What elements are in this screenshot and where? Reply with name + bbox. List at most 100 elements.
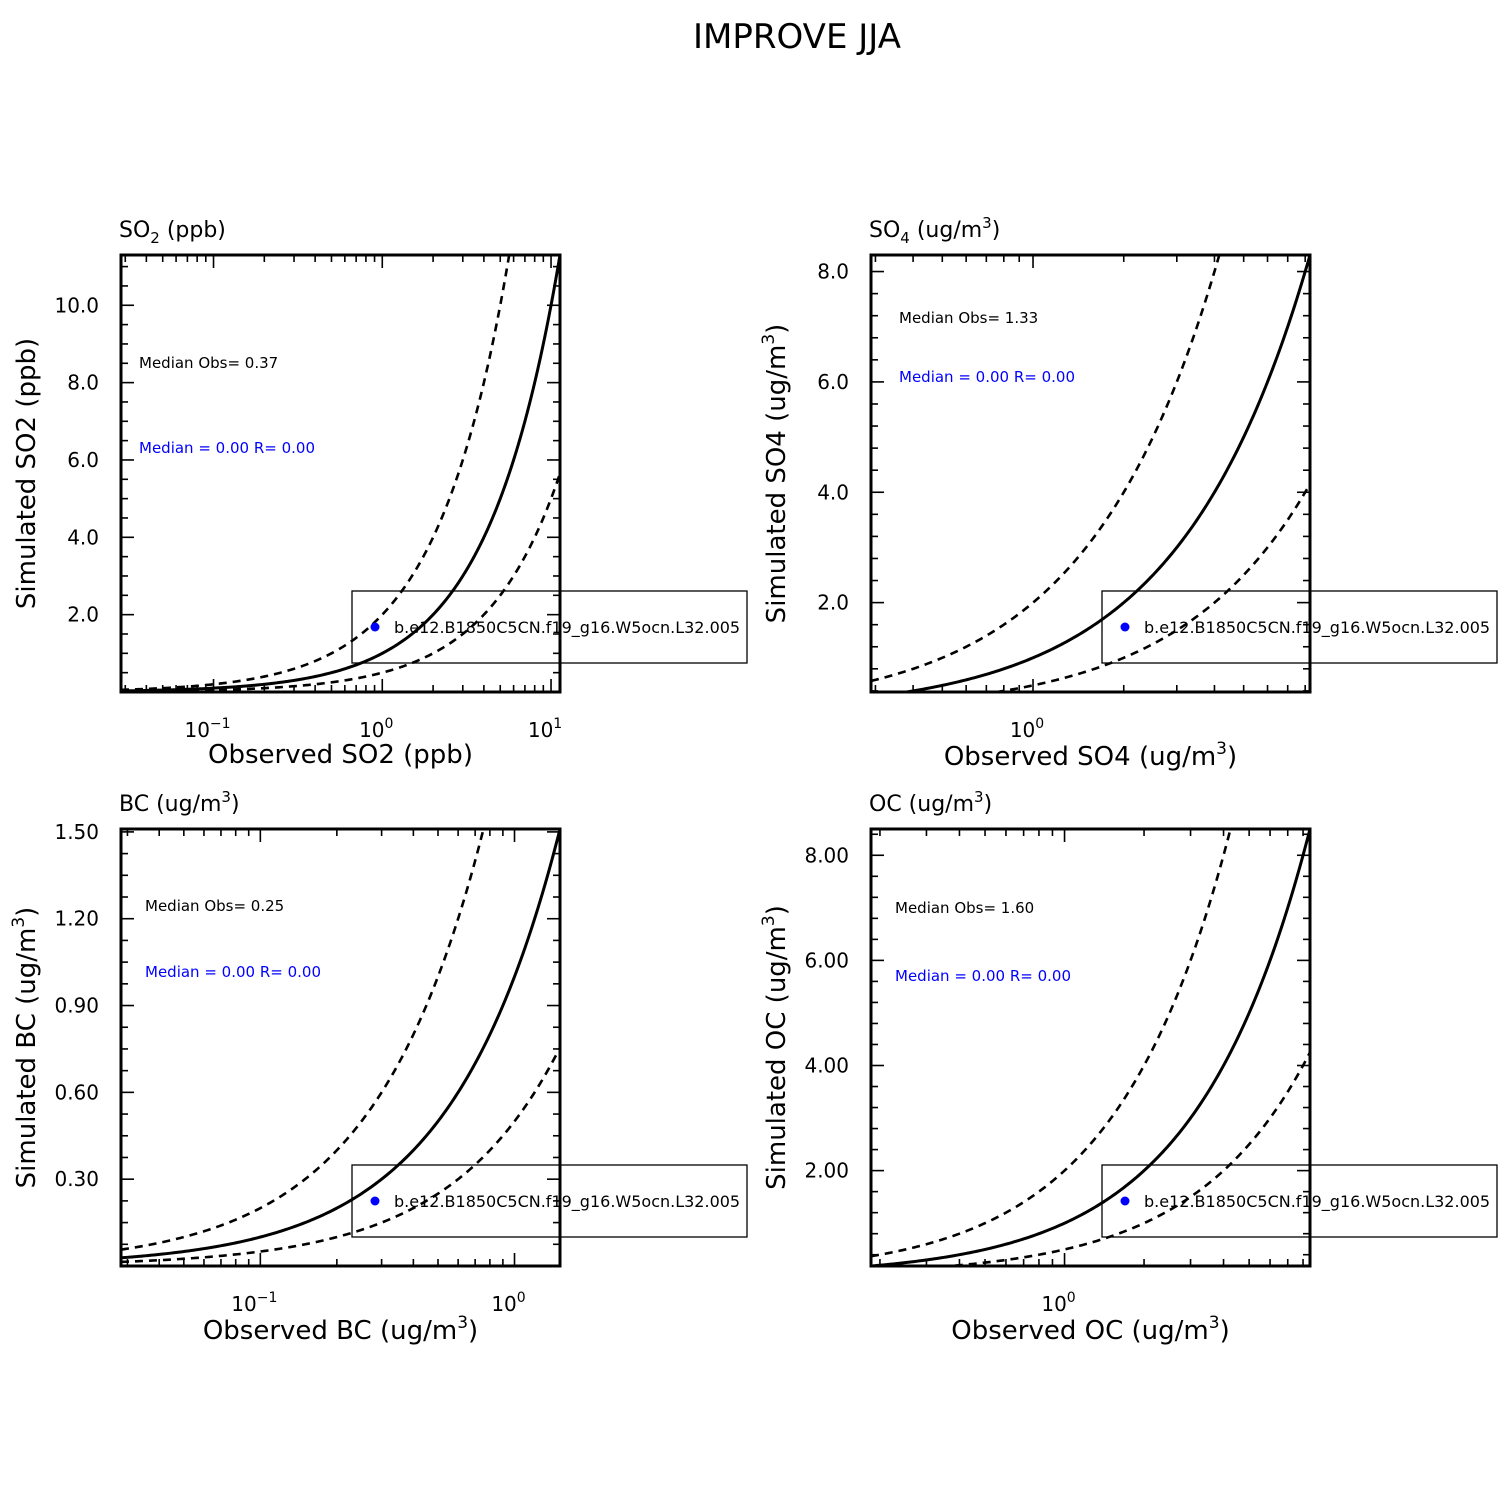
panel-title-sub: 4 [900,229,910,247]
median-model-text: Median = 0.00 R= 0.00 [895,967,1071,985]
x-tick-label: 100 [491,1290,525,1316]
median-obs-text: Median Obs= 1.33 [899,309,1038,327]
x-axis-label-tail: ) [1220,1316,1230,1346]
y-tick-label: 2.00 [804,1159,849,1183]
x-axis-label-sup: 3 [1216,739,1227,759]
legend-box: b.e12.B1850C5CN.f19_g16.W5ocn.L32.005 [351,590,748,664]
x-tick-label: 100 [1041,1290,1075,1316]
plot-frame [869,827,1312,1268]
x-tick-base: 10 [1010,718,1035,742]
x-tick-exp: 0 [1067,1290,1076,1306]
reference-lines [121,255,560,692]
reference-line-1to1 [871,829,1310,1266]
x-tick-base: 10 [1041,1292,1066,1316]
legend-label: b.e12.B1850C5CN.f19_g16.W5ocn.L32.005 [1144,618,1490,638]
reference-line-1to2 [121,473,560,692]
y-axis-label-text: Simulated SO2 (ppb) [12,338,42,609]
x-axis-label-text: Observed SO2 (ppb) [208,740,473,770]
median-model-text: Median = 0.00 R= 0.00 [145,963,321,981]
y-axis-label-text: Simulated SO4 (ug/m [762,345,792,624]
y-axis-label: Simulated OC (ug/m3) [759,905,792,1190]
median-obs-text: Median Obs= 0.37 [139,354,278,372]
plot-frame [869,253,1312,694]
x-tick-label: 101 [528,716,562,742]
y-axis-label: Simulated SO4 (ug/m3) [759,324,792,624]
reference-line-2to1 [121,255,511,692]
panel-title-sub: 2 [150,229,160,247]
y-tick-label: 8.0 [817,260,849,284]
x-axis-label-sup: 3 [457,1313,468,1333]
plot-frame [119,827,562,1268]
legend-box: b.e12.B1850C5CN.f19_g16.W5ocn.L32.005 [351,1164,748,1238]
x-tick-label: 10−1 [231,1290,277,1316]
y-tick-label: 0.30 [54,1167,99,1191]
y-tick-label: 10.0 [54,293,99,317]
reference-line-1to1 [896,255,1310,692]
x-tick-exp: 1 [553,716,562,732]
figure-title: IMPROVE JJA [693,17,901,57]
y-tick-label: 0.90 [54,994,99,1018]
y-axis-label-tail: ) [762,324,792,334]
x-axis-label-tail: ) [1227,742,1237,772]
panel-title-base: SO [119,218,150,243]
y-tick-label: 8.00 [804,843,849,867]
panel-title-rest: (ug/m [910,218,982,243]
panel-title: BC (ug/m3) [119,788,240,817]
panel-title-sup: 3 [974,788,984,806]
legend-frame [1101,1164,1498,1238]
x-tick-base: 10 [184,718,209,742]
legend-box: b.e12.B1850C5CN.f19_g16.W5ocn.L32.005 [1101,1164,1498,1238]
reference-line-2to1 [121,829,485,1251]
panel-title: OC (ug/m3) [869,788,992,817]
y-tick-label: 1.50 [54,820,99,844]
y-tick-label: 6.0 [67,448,99,472]
panel-title-tail: ) [231,792,240,817]
y-axis-label-text: Simulated OC (ug/m [762,926,792,1190]
x-axis-label-tail: ) [468,1316,478,1346]
y-axis-label-sup: 3 [9,917,29,928]
panel-title-rest: (ug/m [149,792,221,817]
x-tick-exp: 0 [385,716,394,732]
y-tick-label: 1.20 [54,907,99,931]
reference-line-2to1 [871,829,1232,1258]
legend-frame [351,590,748,664]
legend-label: b.e12.B1850C5CN.f19_g16.W5ocn.L32.005 [394,618,740,638]
panel-title-sup: 3 [982,214,992,232]
x-axis-label: Observed OC (ug/m3) [951,1313,1229,1346]
x-tick-exp: 0 [1035,716,1044,732]
panel-title-rest: (ug/m [902,792,974,817]
legend-marker-circle [1120,622,1130,632]
reference-lines [871,255,1310,692]
reference-line-2to1 [871,255,1221,683]
y-axis-label-tail: ) [762,905,792,915]
reference-line-1to2 [988,483,1310,692]
y-axis-label-sup: 3 [759,334,779,345]
x-tick-label: 100 [359,716,393,742]
legend-marker-circle [370,1196,380,1206]
legend-frame [1101,590,1498,664]
reference-lines [871,829,1310,1266]
y-axis-label: Simulated SO2 (ppb) [12,338,42,609]
legend-marker-circle [370,622,380,632]
legend-box: b.e12.B1850C5CN.f19_g16.W5ocn.L32.005 [1101,590,1498,664]
legend-label: b.e12.B1850C5CN.f19_g16.W5ocn.L32.005 [394,1192,740,1212]
x-axis-label-text: Observed OC (ug/m [951,1316,1208,1346]
reference-line-1to2 [121,1046,560,1264]
legend-label: b.e12.B1850C5CN.f19_g16.W5ocn.L32.005 [1144,1192,1490,1212]
median-obs-text: Median Obs= 1.60 [895,899,1034,917]
x-tick-label: 10−1 [184,716,230,742]
median-obs-text: Median Obs= 0.25 [145,897,284,915]
x-tick-base: 10 [231,1292,256,1316]
y-tick-label: 4.0 [817,480,849,504]
reference-line-1to1 [121,255,560,692]
panel-title-base: SO [869,218,900,243]
x-tick-exp: 0 [517,1290,526,1306]
legend-frame [351,1164,748,1238]
panel-title-tail: ) [984,792,993,817]
legend-marker-circle [1120,1196,1130,1206]
y-tick-label: 0.60 [54,1080,99,1104]
